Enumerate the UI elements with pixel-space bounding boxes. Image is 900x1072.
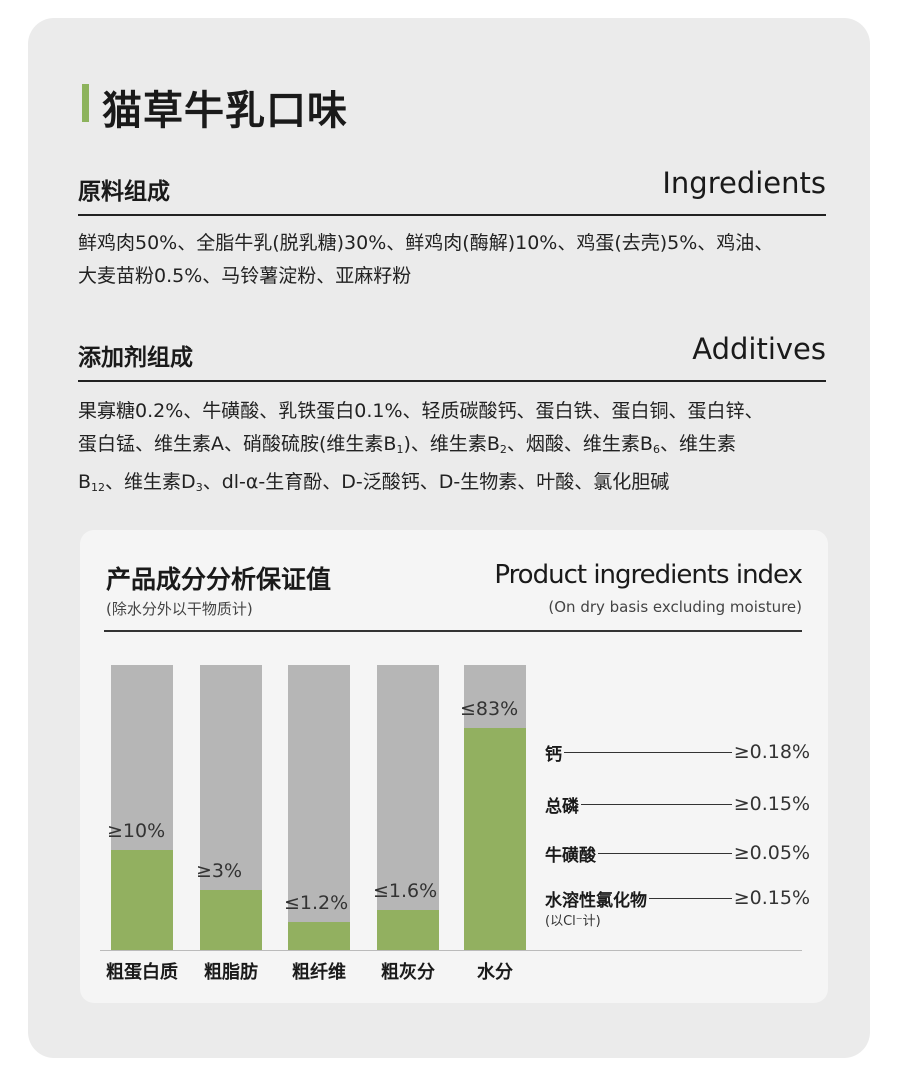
- mineral-value: ≥0.15%: [733, 793, 810, 815]
- bar-value-label: ≥3%: [196, 860, 243, 883]
- bar-fill: [111, 850, 173, 950]
- mineral-name: 水溶性氯化物: [545, 890, 647, 911]
- analysis-title-cn: 产品成分分析保证值: [106, 565, 332, 594]
- leader-line: [564, 751, 732, 753]
- ingredients-line: 鲜鸡肉50%、全脂牛乳(脱乳糖)30%、鲜鸡肉(酶解)10%、鸡蛋(去壳)5%、…: [78, 232, 774, 254]
- title-accent-bar: [82, 84, 89, 122]
- leader-line: [581, 803, 732, 805]
- additives-text: 果寡糖0.2%、牛磺酸、乳铁蛋白0.1%、轻质碳酸钙、蛋白铁、蛋白铜、蛋白锌、 …: [78, 395, 838, 504]
- mineral-row: 牛磺酸 ≥0.05%: [545, 839, 810, 867]
- bar-category-label: 粗脂肪: [204, 962, 258, 983]
- ingredients-title-cn: 原料组成: [78, 179, 170, 205]
- additives-line: 果寡糖0.2%、牛磺酸、乳铁蛋白0.1%、轻质碳酸钙、蛋白铁、蛋白铜、蛋白锌、: [78, 400, 764, 422]
- bar-value-label: ≤1.6%: [373, 880, 438, 903]
- divider: [104, 630, 802, 632]
- additives-line: 蛋白锰、维生素A、硝酸硫胺(维生素B1)、维生素B2、烟酸、维生素B6、维生素: [78, 433, 736, 456]
- leader-line: [649, 897, 732, 899]
- additives-title-cn: 添加剂组成: [78, 345, 193, 371]
- mineral-value: ≥0.05%: [733, 842, 810, 864]
- bar-value-label: ≤1.2%: [284, 891, 349, 914]
- divider: [78, 214, 826, 216]
- analysis-title-en: Product ingredients index: [494, 560, 803, 590]
- bar-fill: [288, 921, 350, 950]
- mineral-row: 钙 ≥0.18%: [545, 738, 810, 766]
- mineral-row: 总磷 ≥0.15%: [545, 790, 810, 818]
- leader-line: [598, 852, 732, 854]
- ingredients-text: 鲜鸡肉50%、全脂牛乳(脱乳糖)30%、鲜鸡肉(酶解)10%、鸡蛋(去壳)5%、…: [78, 227, 838, 293]
- mineral-name: 钙: [545, 744, 562, 765]
- bar-background: [377, 665, 439, 950]
- mineral-name: 总磷: [545, 796, 579, 817]
- mineral-note: (以Cl⁻计): [545, 914, 601, 929]
- chart-baseline: [100, 950, 802, 951]
- bar-category-label: 粗蛋白质: [106, 962, 178, 983]
- additives-title-en: Additives: [692, 332, 826, 366]
- bar-fill: [200, 890, 262, 950]
- bar-background: [111, 665, 173, 950]
- bar-background: [288, 665, 350, 950]
- mineral-value: ≥0.18%: [733, 741, 810, 763]
- bar-category-label: 粗灰分: [381, 962, 435, 983]
- mineral-row: 水溶性氯化物 ≥0.15%: [545, 884, 810, 912]
- bar-background: [464, 665, 526, 950]
- page-title: 猫草牛乳口味: [102, 88, 348, 134]
- mineral-name: 牛磺酸: [545, 845, 596, 866]
- bar-fill: [464, 727, 526, 950]
- bar-category-label: 水分: [477, 962, 513, 983]
- bar-category-label: 粗纤维: [292, 962, 346, 983]
- bar-background: [200, 665, 262, 950]
- ingredients-line: 大麦苗粉0.5%、马铃薯淀粉、亚麻籽粉: [78, 265, 412, 287]
- ingredients-title-en: Ingredients: [662, 166, 826, 200]
- bar-fill: [377, 910, 439, 950]
- analysis-subtitle-en: (On dry basis excluding moisture): [548, 598, 802, 616]
- analysis-subtitle-cn: (除水分外以干物质计): [106, 600, 253, 618]
- divider: [78, 380, 826, 382]
- mineral-value: ≥0.15%: [733, 887, 810, 909]
- bar-value-label: ≥10%: [107, 820, 166, 843]
- bar-value-label: ≤83%: [460, 697, 519, 720]
- additives-line: B12、维生素D3、dl-α-生育酚、D-泛酸钙、D-生物素、叶酸、氯化胆碱: [78, 471, 670, 494]
